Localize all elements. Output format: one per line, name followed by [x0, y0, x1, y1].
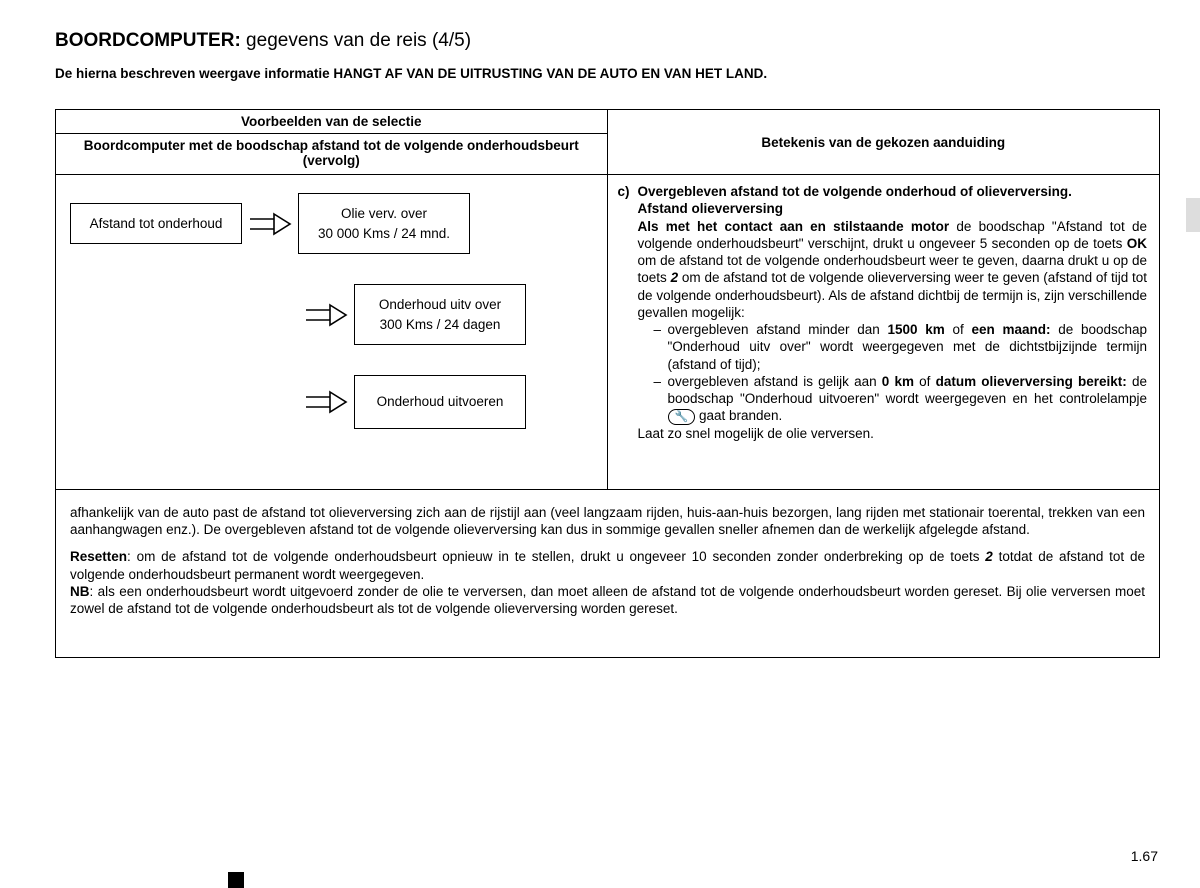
header-left-top: Voorbeelden van de selectie — [56, 110, 607, 134]
item-c-sub: Afstand olieverversing — [638, 201, 784, 216]
closing-line: Laat zo snel mogelijk de olie verversen. — [638, 426, 874, 441]
item-c-label: c) — [618, 183, 638, 442]
page-number: 1.67 — [1131, 848, 1158, 864]
diagram-box-4: Onderhoud uitvoeren — [354, 375, 526, 429]
title-rest: gegevens van de reis (4/5) — [241, 30, 471, 51]
header-left: Voorbeelden van de selectie Boordcompute… — [56, 110, 608, 174]
arrow-icon — [298, 302, 354, 328]
diagram-box-3: Onderhoud uitv over 300 Kms / 24 dagen — [354, 284, 526, 345]
item-c-title: Overgebleven afstand tot de volgende ond… — [638, 184, 1072, 199]
list-item: overgebleven afstand is gelijk aan 0 km … — [654, 373, 1148, 425]
header-row: Voorbeelden van de selectie Boordcompute… — [56, 110, 1159, 174]
note-p1: afhankelijk van de auto past de afstand … — [70, 504, 1145, 539]
diagram-row-3: Onderhoud uitvoeren — [70, 375, 593, 429]
diagram-box-1: Afstand tot onderhoud — [70, 203, 242, 245]
diagram-area: Afstand tot onderhoud Olie verv. over 30… — [56, 175, 608, 489]
diagram-row-2: Onderhoud uitv over 300 Kms / 24 dagen — [70, 284, 593, 345]
list-item: overgebleven afstand minder dan 1500 km … — [654, 321, 1148, 373]
main-table: Voorbeelden van de selectie Boordcompute… — [55, 109, 1160, 658]
footer-tab — [228, 872, 244, 888]
bottom-notes: afhankelijk van de auto past de afstand … — [56, 489, 1159, 658]
arrow-icon — [298, 389, 354, 415]
header-left-bottom: Boordcomputer met de boodschap afstand t… — [56, 134, 607, 174]
content-row: Afstand tot onderhoud Olie verv. over 30… — [56, 174, 1159, 489]
page-title: BOORDCOMPUTER: gegevens van de reis (4/5… — [55, 30, 1170, 52]
note-p2: Resetten: om de afstand tot de volgende … — [70, 548, 1145, 617]
wrench-icon: 🔧 — [668, 409, 696, 425]
arrow-icon — [242, 211, 298, 237]
header-right: Betekenis van de gekozen aanduiding — [608, 110, 1160, 174]
page-subtitle: De hierna beschreven weergave informatie… — [55, 66, 1170, 81]
side-tab — [1186, 198, 1200, 232]
title-bold: BOORDCOMPUTER: — [55, 30, 241, 51]
diagram-row-1: Afstand tot onderhoud Olie verv. over 30… — [70, 193, 593, 254]
explanation-area: c) Overgebleven afstand tot de volgende … — [608, 175, 1160, 489]
case-list: overgebleven afstand minder dan 1500 km … — [638, 321, 1148, 425]
diagram-box-2: Olie verv. over 30 000 Kms / 24 mnd. — [298, 193, 470, 254]
